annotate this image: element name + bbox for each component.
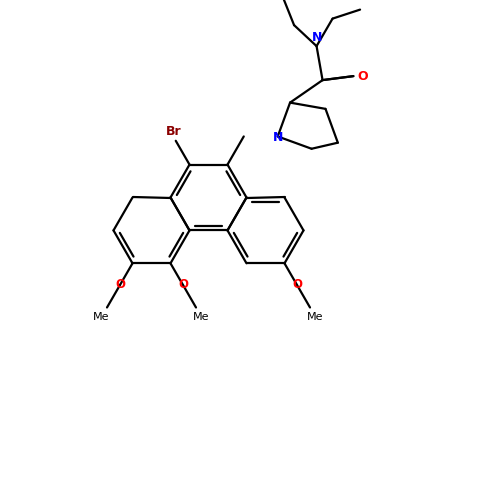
Text: O: O (292, 278, 302, 291)
Text: O: O (358, 70, 368, 82)
Text: Me: Me (193, 312, 210, 322)
Text: O: O (115, 278, 125, 291)
Text: Me: Me (308, 312, 324, 322)
Text: N: N (272, 131, 283, 144)
Text: O: O (178, 278, 188, 291)
Text: Br: Br (166, 126, 181, 138)
Text: N: N (312, 30, 322, 44)
Text: Me: Me (93, 312, 110, 322)
